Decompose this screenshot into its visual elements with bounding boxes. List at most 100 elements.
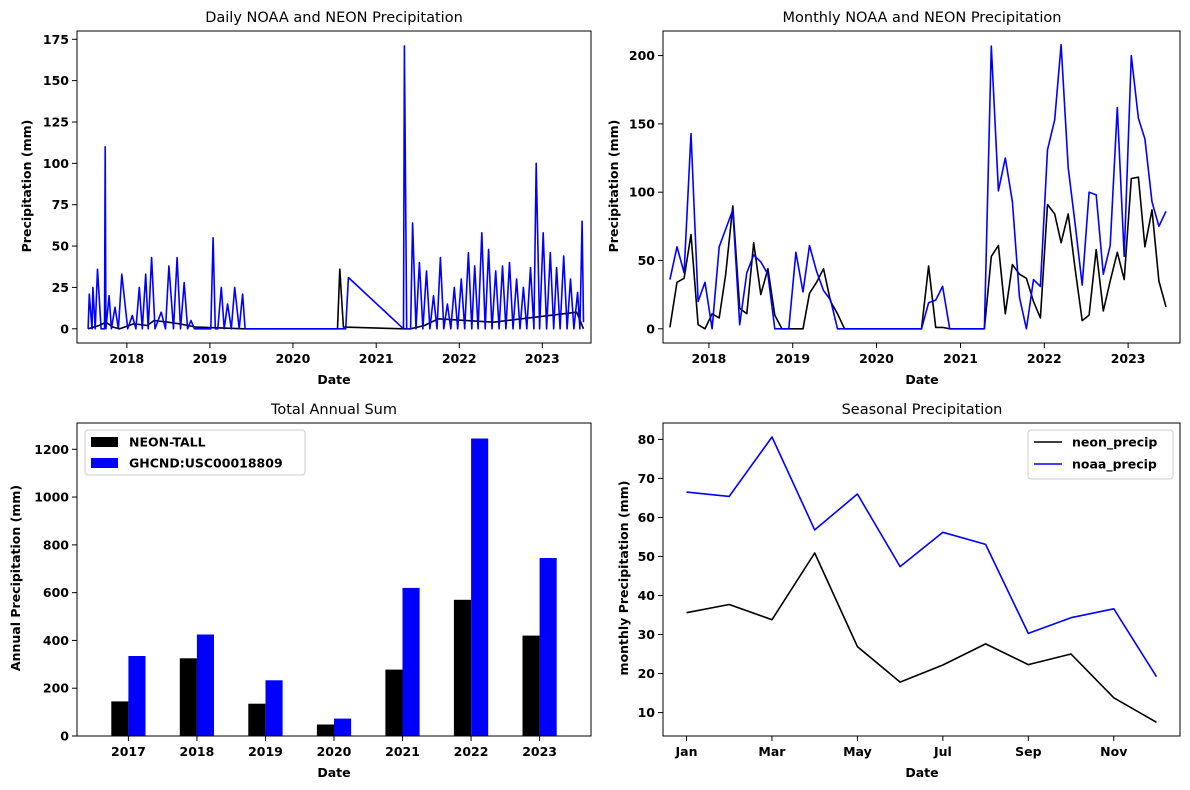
y-tick-label: 20 (638, 666, 656, 681)
y-tick-label: 200 (43, 681, 69, 696)
y-tick-label: 175 (43, 32, 69, 47)
y-tick-label: 400 (43, 633, 69, 648)
y-tick-label: 150 (43, 73, 69, 88)
x-tick-label: May (843, 744, 872, 759)
x-tick-label: 2019 (775, 351, 810, 366)
legend-label: neon_precip (1072, 435, 1157, 451)
x-tick-label: 2021 (943, 351, 978, 366)
plot-area-seasonal: 10 20 30 40 50 60 70 80 Jan Mar May Jul Sep Nov neon_p… (638, 429, 1174, 759)
panel-annual: Total Annual Sum Date Annual Precipitati… (8, 402, 592, 780)
x-tick-label: Jul (933, 744, 952, 759)
chart-title: Seasonal Precipitation (842, 402, 1003, 418)
x-tick-label: 2020 (317, 744, 352, 759)
x-tick-label: Sep (1015, 744, 1041, 759)
x-axis-label: Date (905, 372, 938, 387)
y-tick-label: 1200 (34, 442, 69, 457)
panel-monthly: Monthly NOAA and NEON Precipitation Date… (606, 10, 1181, 387)
y-tick-label: 50 (52, 239, 70, 254)
x-tick-label: Mar (758, 744, 786, 759)
bar-noaa (402, 587, 420, 736)
y-tick-label: 50 (638, 549, 656, 564)
x-tick-label: 2021 (385, 744, 420, 759)
chart-title: Total Annual Sum (270, 402, 397, 418)
y-axis-label: Precipitation (mm) (19, 120, 34, 253)
panel-seasonal: Seasonal Precipitation Date monthly Prec… (616, 402, 1181, 780)
plot-frame (76, 30, 592, 344)
x-tick-label: 2018 (180, 744, 215, 759)
y-tick-label: 150 (629, 116, 655, 131)
y-tick-label: 75 (52, 197, 69, 212)
x-tick-label: 2022 (442, 351, 477, 366)
bar-neon (385, 669, 403, 736)
series-line-noaa (87, 45, 585, 330)
series-line-noaa (669, 43, 1167, 330)
y-axis-label: monthly Precipitation (mm) (616, 481, 631, 676)
bar-neon (179, 658, 197, 736)
legend-label: noaa_precip (1072, 457, 1157, 473)
panel-daily: Daily NOAA and NEON Precipitation Date P… (19, 10, 592, 387)
x-tick-label: 2018 (692, 351, 727, 366)
x-tick-label: 2018 (109, 351, 144, 366)
x-axis-label: Date (905, 765, 938, 780)
x-axis-label: Date (317, 372, 350, 387)
bar-noaa (128, 656, 146, 736)
x-tick-label: Nov (1100, 744, 1127, 759)
y-tick-label: 0 (646, 321, 655, 336)
series-line-noaa (686, 436, 1158, 678)
y-tick-label: 40 (638, 588, 656, 603)
y-tick-label: 100 (43, 156, 69, 171)
plot-frame (76, 422, 592, 737)
x-tick-label: 2020 (276, 351, 311, 366)
x-tick-label: 2020 (859, 351, 894, 366)
legend-swatch-neon (91, 437, 118, 447)
series-line-neon (686, 552, 1157, 723)
x-tick-label: Jan (675, 744, 698, 759)
chart-title: Monthly NOAA and NEON Precipitation (783, 10, 1062, 26)
x-axis-label: Date (317, 765, 350, 780)
y-tick-label: 600 (43, 585, 69, 600)
legend-frame (84, 429, 306, 476)
y-tick-label: 60 (638, 510, 656, 525)
legend: NEON-TALL GHCND:USC00018809 (84, 429, 306, 476)
bar-noaa (196, 634, 214, 736)
y-tick-label: 30 (638, 627, 656, 642)
legend: neon_precip noaa_precip (1027, 429, 1174, 480)
x-tick-label: 2021 (359, 351, 394, 366)
x-tick-label: 2022 (1027, 351, 1062, 366)
x-tick-label: 2017 (111, 744, 146, 759)
y-axis-label: Precipitation (mm) (606, 120, 621, 253)
y-tick-label: 125 (43, 114, 69, 129)
plot-area-daily: 0 25 50 75 100 125 150 175 2018 2019 2020 2021 2022 2… (43, 32, 585, 366)
y-tick-label: 25 (52, 280, 69, 295)
x-tick-label: 2023 (1111, 351, 1146, 366)
y-axis-label: Annual Precipitation (mm) (8, 485, 23, 671)
x-tick-label: 2022 (454, 744, 489, 759)
y-tick-label: 0 (60, 321, 69, 336)
y-tick-label: 0 (60, 729, 69, 744)
legend-frame (1027, 429, 1174, 480)
x-tick-label: 2019 (248, 744, 283, 759)
legend-swatch-noaa (91, 458, 118, 468)
y-tick-label: 200 (629, 48, 655, 63)
x-tick-label: 2019 (192, 351, 227, 366)
y-tick-label: 50 (638, 253, 656, 268)
y-tick-label: 10 (638, 705, 656, 720)
y-tick-label: 800 (43, 537, 69, 552)
bar-noaa (471, 438, 489, 736)
bar-neon (522, 635, 540, 736)
bar-neon (316, 724, 334, 736)
chart-title: Daily NOAA and NEON Precipitation (205, 10, 463, 26)
legend-label: NEON-TALL (129, 435, 206, 450)
bar-neon (453, 599, 471, 736)
y-tick-label: 100 (629, 185, 655, 200)
plot-area-monthly: 0 50 100 150 200 2018 2019 2020 2021 2022 2023 (629, 43, 1167, 366)
x-tick-label: 2023 (525, 351, 560, 366)
bar-noaa (539, 558, 557, 736)
plot-frame (662, 422, 1181, 737)
bar-noaa (265, 680, 283, 736)
y-tick-label: 70 (638, 471, 656, 486)
legend-label: GHCND:USC00018809 (129, 456, 283, 471)
y-tick-label: 80 (638, 432, 656, 447)
plot-frame (662, 30, 1181, 344)
